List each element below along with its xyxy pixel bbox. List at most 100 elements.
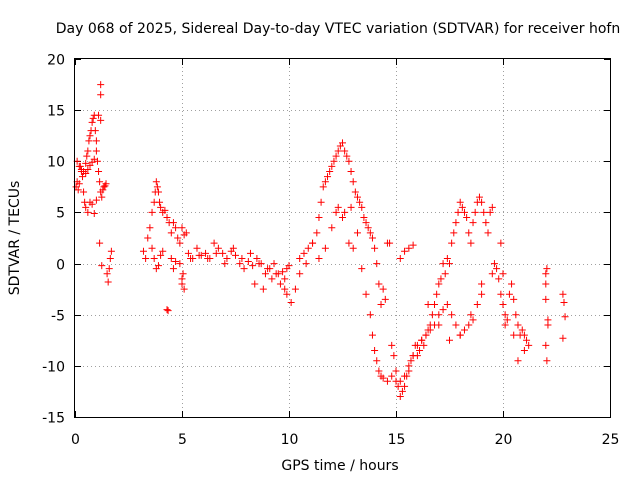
- data-point: [142, 254, 150, 262]
- data-point: [95, 111, 103, 119]
- data-point: [253, 254, 261, 262]
- y-axis-label: SDTVAR / TECUs: [7, 181, 23, 296]
- data-point: [321, 244, 329, 252]
- data-point: [488, 270, 496, 278]
- x-tick-label: 5: [178, 432, 187, 448]
- data-point: [366, 229, 374, 237]
- data-point: [82, 170, 90, 178]
- data-point: [497, 290, 505, 298]
- data-point: [84, 147, 92, 155]
- data-point: [159, 247, 167, 255]
- data-point: [296, 270, 304, 278]
- data-point: [542, 341, 550, 349]
- data-point: [544, 316, 552, 324]
- data-point: [315, 214, 323, 222]
- data-point: [89, 114, 97, 122]
- data-point: [82, 203, 90, 211]
- y-tick-label: 20: [47, 53, 65, 69]
- data-point: [212, 249, 220, 257]
- data-point: [448, 239, 456, 247]
- data-point: [339, 139, 346, 147]
- data-point: [153, 183, 161, 191]
- data-point: [80, 188, 88, 196]
- data-point: [281, 285, 289, 293]
- data-point: [360, 214, 368, 222]
- data-point: [82, 159, 90, 167]
- data-point: [180, 285, 188, 293]
- data-point: [86, 132, 94, 140]
- data-point: [97, 81, 105, 89]
- data-point: [238, 254, 246, 262]
- data-point: [480, 208, 488, 216]
- data-point: [358, 203, 366, 211]
- data-point: [465, 229, 473, 237]
- data-point: [510, 295, 518, 303]
- y-axis: -15 -10 -5 0 5 10 15 20: [42, 53, 610, 427]
- data-point: [223, 254, 231, 262]
- data-point: [210, 239, 218, 247]
- data-point: [270, 260, 278, 268]
- data-point: [448, 311, 456, 319]
- data-point: [396, 377, 404, 385]
- data-point: [343, 152, 351, 160]
- data-point: [272, 270, 280, 278]
- data-point: [334, 203, 342, 211]
- data-point: [482, 219, 490, 227]
- data-point: [296, 254, 304, 262]
- data-point: [405, 244, 413, 252]
- data-point: [281, 275, 289, 283]
- data-point: [283, 290, 291, 298]
- data-point: [172, 258, 180, 266]
- data-point: [379, 374, 387, 382]
- data-point: [178, 275, 186, 283]
- data-point: [182, 229, 190, 237]
- data-point: [96, 239, 104, 247]
- data-point: [321, 178, 329, 186]
- data-point: [460, 208, 468, 216]
- data-point: [169, 219, 177, 227]
- data-points: [72, 81, 569, 401]
- data-point: [300, 249, 308, 257]
- data-point: [88, 118, 96, 126]
- data-point: [371, 244, 379, 252]
- data-point: [364, 224, 372, 232]
- data-point: [452, 321, 460, 329]
- data-point: [187, 254, 195, 262]
- data-point: [148, 244, 156, 252]
- data-point: [446, 260, 453, 268]
- data-point: [150, 254, 158, 262]
- data-point: [373, 357, 381, 365]
- data-point: [152, 178, 160, 186]
- y-tick-label: 10: [47, 155, 65, 171]
- data-point: [90, 209, 98, 217]
- data-point: [154, 188, 162, 196]
- data-point: [74, 186, 82, 194]
- y-tick-label: -10: [42, 360, 65, 376]
- data-point: [91, 127, 99, 135]
- data-point: [560, 298, 568, 306]
- data-point: [416, 347, 424, 355]
- data-point: [418, 336, 426, 344]
- data-point: [497, 239, 505, 247]
- data-point: [386, 239, 394, 247]
- data-point: [204, 254, 212, 262]
- data-point: [347, 203, 355, 211]
- data-point: [484, 229, 492, 237]
- data-point: [441, 270, 449, 278]
- data-point: [431, 300, 439, 308]
- data-point: [98, 262, 106, 270]
- data-point: [377, 300, 385, 308]
- data-point: [508, 280, 516, 288]
- data-point: [443, 300, 451, 308]
- data-point: [501, 321, 509, 329]
- data-point: [154, 262, 162, 270]
- data-point: [426, 326, 434, 334]
- data-point: [379, 285, 387, 293]
- y-tick-label: 5: [56, 206, 65, 222]
- data-point: [424, 300, 432, 308]
- data-point: [334, 147, 342, 155]
- data-point: [443, 254, 451, 262]
- data-point: [315, 254, 323, 262]
- data-point: [221, 260, 229, 268]
- data-point: [184, 249, 192, 257]
